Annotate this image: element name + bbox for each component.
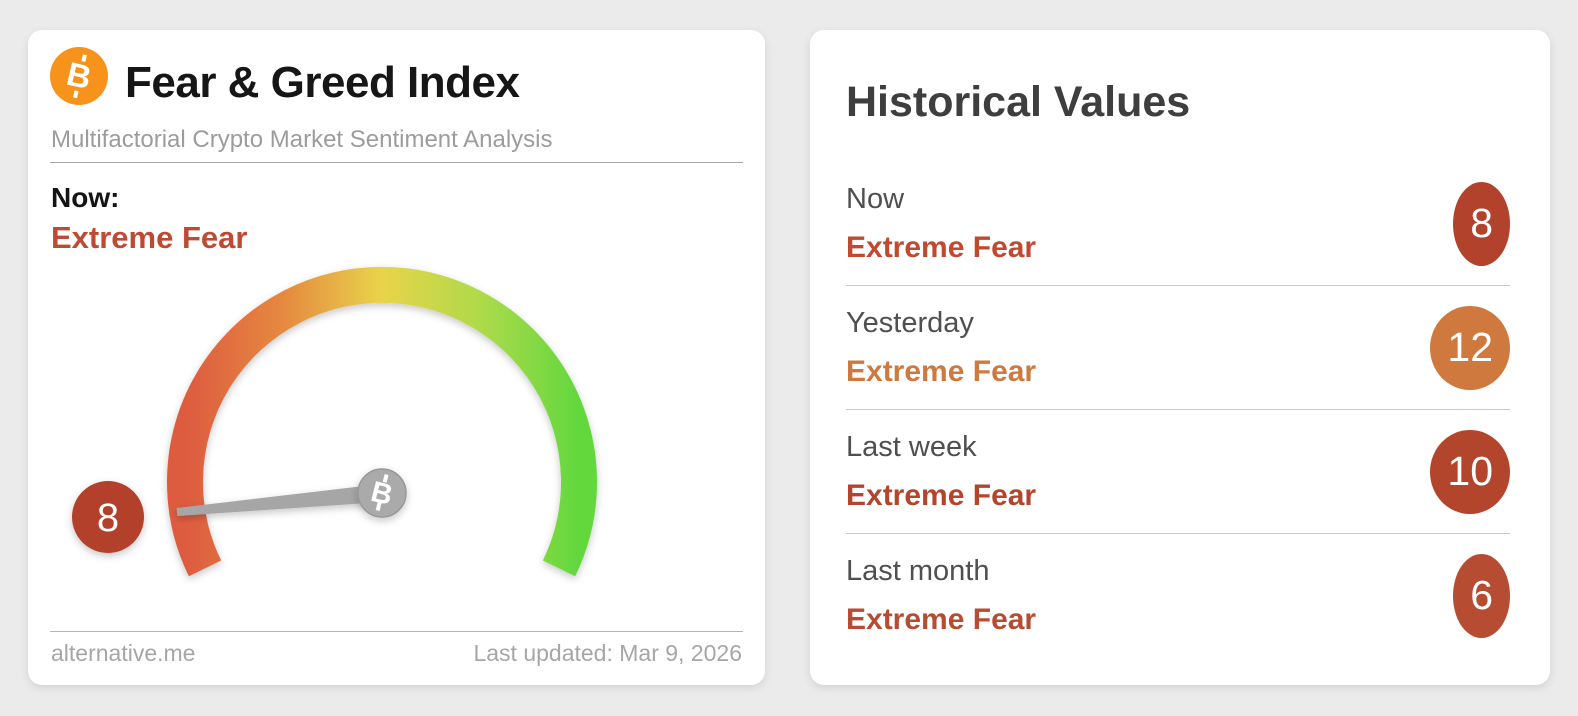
gauge-value: 8: [97, 496, 119, 540]
page-subtitle: Multifactorial Crypto Market Sentiment A…: [51, 126, 553, 153]
value-badge: 8: [1453, 181, 1510, 266]
history-row-last-week: Last week Extreme Fear 10: [846, 410, 1510, 534]
gauge-needle: [176, 484, 383, 516]
history-row-yesterday: Yesterday Extreme Fear 12: [846, 286, 1510, 410]
history-row-last-month: Last month Extreme Fear 6: [846, 534, 1510, 657]
page-title: Fear & Greed Index: [125, 58, 520, 107]
history-rows: Now Extreme Fear 8 Yesterday Extreme Fea…: [846, 162, 1510, 657]
row-sentiment: Extreme Fear: [846, 602, 1037, 636]
now-label: Now:: [51, 182, 120, 213]
gauge-arc: [167, 266, 597, 577]
row-label: Yesterday: [846, 306, 974, 339]
historical-values-card: Historical Values Now Extreme Fear 8 Yes…: [810, 30, 1550, 685]
bitcoin-icon: B: [50, 47, 108, 105]
fear-greed-gauge: B 8: [72, 266, 597, 577]
row-label: Last week: [846, 430, 977, 463]
footer-divider: [50, 631, 743, 632]
last-updated: Last updated: Mar 9, 2026: [473, 640, 742, 666]
gauge-value-badge: 8: [72, 481, 144, 553]
row-sentiment: Extreme Fear: [846, 230, 1037, 264]
bitcoin-hub-icon: B: [357, 468, 407, 518]
value-badge: 10: [1430, 429, 1510, 514]
fear-greed-card: B Fear & Greed Index Multifactorial Cryp…: [28, 30, 765, 685]
history-row-now: Now Extreme Fear 8: [846, 162, 1510, 286]
row-label: Now: [846, 182, 905, 215]
source-link[interactable]: alternative.me: [51, 640, 196, 666]
row-label: Last month: [846, 554, 990, 587]
now-sentiment: Extreme Fear: [51, 220, 248, 255]
header-divider: [50, 162, 743, 163]
row-sentiment: Extreme Fear: [846, 354, 1037, 388]
row-sentiment: Extreme Fear: [846, 478, 1037, 512]
value-badge: 6: [1453, 553, 1510, 638]
history-title: Historical Values: [846, 78, 1191, 126]
value-badge: 12: [1430, 305, 1510, 390]
